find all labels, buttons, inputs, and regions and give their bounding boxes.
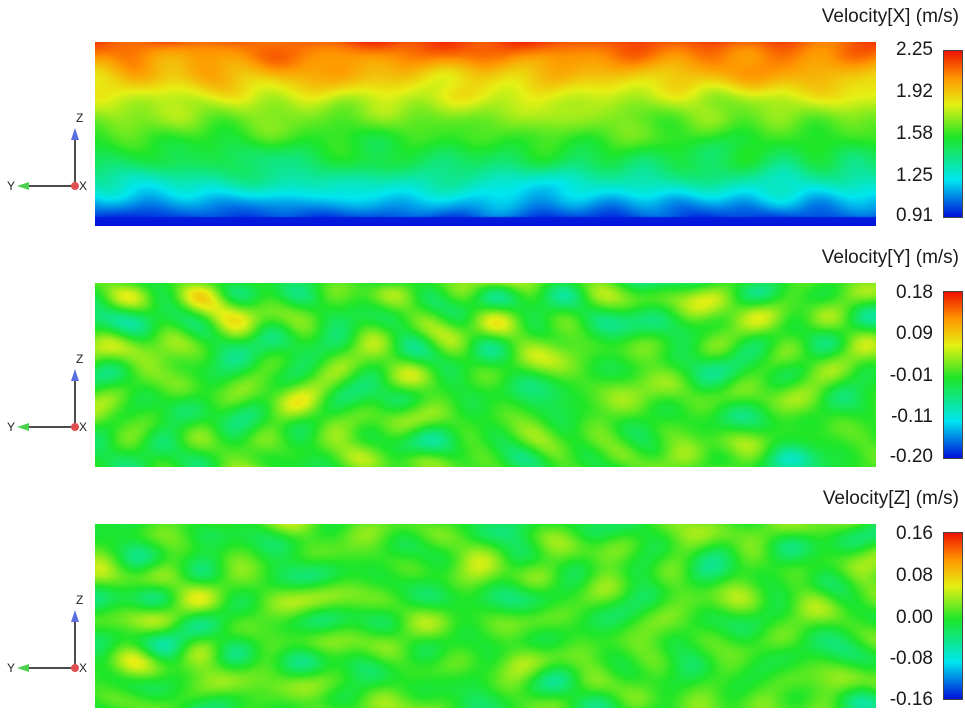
axis-label-y: Y [7, 420, 15, 434]
axis-label-y: Y [7, 179, 15, 193]
axis-label-x: X [79, 420, 87, 434]
colorbar-tick-label: 0.16 [896, 523, 933, 544]
velocity-y-title: Velocity[Y] (m/s) [821, 247, 959, 268]
axis-label-z: Z [76, 352, 83, 366]
colorbar-tick-label: -0.20 [889, 446, 933, 467]
axes-triad: Z Y X [7, 111, 87, 193]
velocity-z-colorbar [943, 532, 963, 700]
colorbar-tick-label: 1.25 [896, 165, 933, 186]
colorbar-tick-label: 0.00 [896, 607, 933, 628]
axes-triad: Z Y X [7, 352, 87, 434]
axis-label-z: Z [76, 111, 83, 125]
colorbar-tick-label: 1.92 [896, 81, 933, 102]
velocity-y-colorbar [943, 291, 963, 459]
colorbar-tick-label: -0.01 [889, 365, 933, 386]
velocity-x-panel: Velocity[X] (m/s) 2.25 1.92 1.58 1.25 0.… [0, 0, 965, 238]
velocity-z-field [95, 524, 876, 708]
velocity-x-title: Velocity[X] (m/s) [821, 6, 959, 27]
velocity-z-panel: Velocity[Z] (m/s) 0.16 0.08 0.00 -0.08 -… [0, 482, 965, 720]
colorbar-tick-label: -0.11 [891, 406, 933, 427]
colorbar-tick-label: 0.08 [896, 565, 933, 586]
velocity-x-field [95, 42, 876, 226]
colorbar-tick-label: 0.91 [896, 205, 933, 226]
axis-label-z: Z [76, 593, 83, 607]
velocity-y-field [95, 283, 876, 467]
velocity-z-title: Velocity[Z] (m/s) [822, 488, 959, 509]
axis-label-y: Y [7, 661, 15, 675]
colorbar-tick-label: 0.18 [896, 282, 933, 303]
colorbar-tick-label: -0.08 [889, 648, 933, 669]
colorbar-tick-label: 1.58 [896, 123, 933, 144]
velocity-y-panel: Velocity[Y] (m/s) 0.18 0.09 -0.01 -0.11 … [0, 241, 965, 479]
colorbar-tick-label: -0.16 [889, 689, 933, 710]
velocity-x-colorbar [943, 50, 963, 218]
axes-triad: Z Y X [7, 593, 87, 675]
axis-label-x: X [79, 661, 87, 675]
colorbar-tick-label: 0.09 [896, 323, 933, 344]
axis-label-x: X [79, 179, 87, 193]
colorbar-tick-label: 2.25 [896, 39, 933, 60]
